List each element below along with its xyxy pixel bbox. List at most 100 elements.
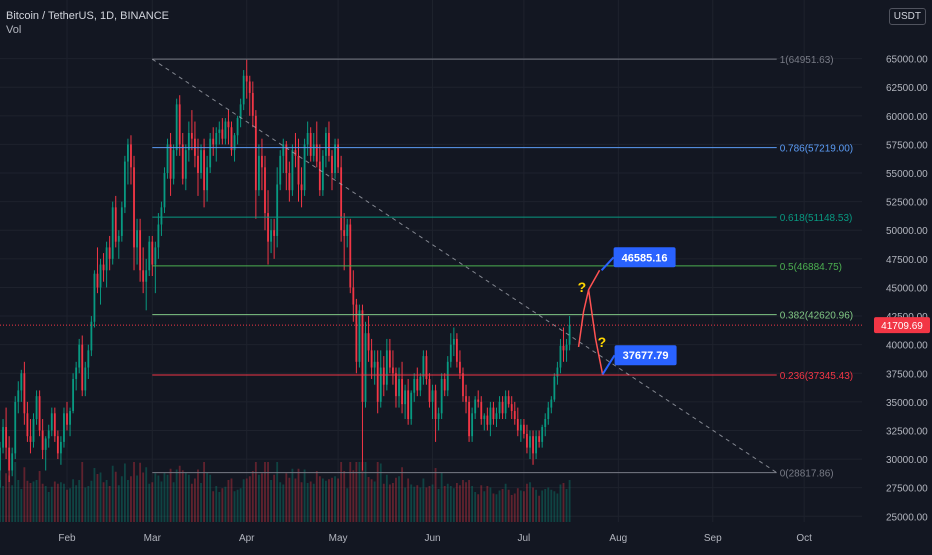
price-tick-label: 30000.00 xyxy=(886,455,928,466)
volume-bar xyxy=(483,491,486,522)
volume-bar xyxy=(544,489,547,522)
volume-bar xyxy=(20,489,23,522)
volume-bar xyxy=(257,474,260,522)
volume-bar xyxy=(486,486,489,522)
volume-bar xyxy=(160,481,163,522)
volume-bar xyxy=(568,480,571,522)
volume-bar xyxy=(510,495,513,522)
descending-trendline[interactable] xyxy=(152,58,777,474)
volume-bar xyxy=(392,483,394,522)
volume-bar xyxy=(346,488,349,522)
candle-body xyxy=(117,235,120,242)
volume-bar xyxy=(273,474,276,522)
target-callout-box[interactable] xyxy=(613,247,676,268)
volume-bar xyxy=(11,485,14,522)
volume-bar xyxy=(142,472,145,522)
candle-body xyxy=(264,167,266,214)
candle-body xyxy=(407,390,410,420)
candle-body xyxy=(169,144,172,179)
volume-bar xyxy=(455,483,458,522)
volume-bar xyxy=(111,465,114,522)
symbol-title[interactable]: Bitcoin / TetherUS, 1D, BINANCE xyxy=(6,10,170,22)
candle-body xyxy=(151,241,154,265)
price-tick-label: 35000.00 xyxy=(886,398,928,409)
question-mark-1: ? xyxy=(578,279,587,295)
volume-bar xyxy=(276,462,279,522)
volume-bar xyxy=(446,483,449,522)
volume-bar xyxy=(437,489,440,522)
volume-bar xyxy=(251,471,254,522)
candle-body xyxy=(312,144,315,156)
target-callout-box[interactable] xyxy=(614,345,677,366)
volume-bar xyxy=(532,487,534,522)
candle-body xyxy=(163,173,166,208)
volume-bar xyxy=(50,486,53,522)
candle-body xyxy=(346,224,349,236)
candle-body xyxy=(291,150,294,191)
volume-bar xyxy=(108,486,111,522)
candle-body xyxy=(486,415,489,425)
candle-body xyxy=(331,155,333,174)
volume-bar xyxy=(541,490,544,522)
volume-bar xyxy=(105,480,108,522)
candle-layer xyxy=(0,59,571,488)
candle-body xyxy=(434,390,437,420)
last-price-label: 41709.69 xyxy=(881,321,923,332)
candle-body xyxy=(108,247,111,259)
volume-bar xyxy=(465,482,467,522)
volume-bar xyxy=(233,491,236,522)
candle-body xyxy=(410,392,413,420)
volume-bar xyxy=(422,478,425,522)
candle-body xyxy=(218,129,221,133)
candle-body xyxy=(303,144,306,191)
month-tick-label: Feb xyxy=(58,533,76,544)
volume-bar xyxy=(300,482,303,522)
volume-bar xyxy=(370,479,373,522)
candle-body xyxy=(559,345,562,368)
axis-layer: 65000.00 62500.00 60000.00 57500.00 55000.00… xyxy=(58,55,930,544)
candle-body xyxy=(69,411,71,425)
target-pointer-line xyxy=(601,354,616,375)
volume-bar xyxy=(410,484,413,522)
volume-bar xyxy=(5,473,8,522)
candle-body xyxy=(148,241,151,271)
projection-up-path[interactable] xyxy=(577,269,601,348)
candle-body xyxy=(105,247,108,271)
month-tick-label: Aug xyxy=(609,533,627,544)
volume-bar xyxy=(325,480,327,522)
volume-bar xyxy=(385,474,388,522)
candle-body xyxy=(526,433,528,448)
candle-body xyxy=(273,230,276,236)
candle-body xyxy=(532,436,534,454)
volume-bar xyxy=(172,482,175,522)
candle-body xyxy=(522,424,525,434)
volume-bar xyxy=(184,472,187,522)
candle-body xyxy=(553,376,556,400)
candle-body xyxy=(0,447,1,471)
candle-body xyxy=(11,453,14,471)
candle-body xyxy=(276,184,279,236)
candle-body xyxy=(513,411,516,420)
volume-bar xyxy=(200,483,202,522)
price-tick-label: 60000.00 xyxy=(886,112,928,123)
volume-bar xyxy=(519,490,522,522)
currency-badge[interactable]: USDT xyxy=(888,8,926,25)
candle-body xyxy=(254,115,257,191)
candle-body xyxy=(462,373,464,397)
volume-bar xyxy=(529,482,531,522)
last-price-badge xyxy=(874,317,930,334)
candle-body xyxy=(127,144,129,162)
target-callout-label: 37677.79 xyxy=(623,350,669,362)
candle-body xyxy=(376,361,379,402)
volume-bar xyxy=(56,483,59,522)
price-tick-label: 55000.00 xyxy=(886,169,928,180)
projection-down-path[interactable] xyxy=(587,289,604,375)
candle-body xyxy=(38,396,41,431)
candle-body xyxy=(519,424,522,431)
candle-body xyxy=(465,396,467,402)
candle-body xyxy=(437,413,440,420)
candle-body xyxy=(428,378,431,402)
volume-bar xyxy=(337,478,340,522)
volume-indicator-label[interactable]: Vol xyxy=(6,24,22,36)
